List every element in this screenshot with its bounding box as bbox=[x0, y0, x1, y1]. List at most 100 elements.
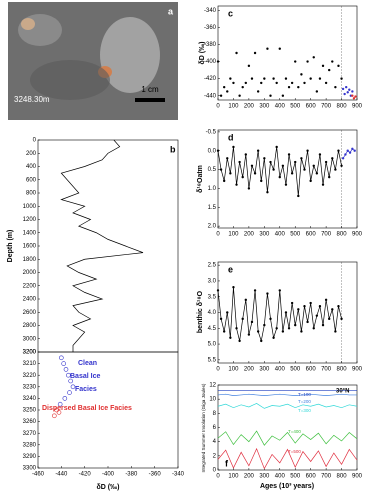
data-line bbox=[217, 447, 358, 470]
data-point bbox=[348, 88, 351, 91]
data-point bbox=[56, 410, 62, 415]
data-point bbox=[287, 153, 291, 156]
data-point bbox=[324, 298, 328, 302]
y-tick-label: 1800 bbox=[23, 257, 37, 263]
data-point bbox=[57, 401, 63, 407]
y-tick-label: 600 bbox=[26, 177, 37, 183]
data-point bbox=[306, 320, 309, 324]
data-point bbox=[340, 317, 343, 321]
annotation: Facies bbox=[75, 386, 97, 393]
data-point bbox=[68, 378, 73, 384]
data-point bbox=[315, 90, 319, 93]
x-tick-label: 900 bbox=[352, 367, 363, 373]
data-point bbox=[241, 85, 244, 89]
data-point bbox=[256, 90, 260, 93]
data-point bbox=[275, 145, 278, 149]
data-point bbox=[266, 190, 269, 194]
data-point bbox=[263, 323, 266, 327]
data-point bbox=[70, 384, 76, 390]
data-point bbox=[278, 175, 281, 179]
x-axis-label: Ages (10³ years) bbox=[260, 483, 314, 490]
y-tick-label: -440 bbox=[204, 93, 217, 99]
y-tick-label: 1200 bbox=[23, 217, 37, 223]
data-point bbox=[341, 157, 345, 160]
y-tick-label: 3.5 bbox=[208, 294, 217, 300]
data-point bbox=[256, 149, 260, 152]
y-tick-label: 0 bbox=[213, 468, 217, 474]
series-label: T=300 bbox=[298, 408, 311, 413]
y-tick-label: 5.0 bbox=[208, 342, 217, 348]
data-point bbox=[219, 168, 223, 171]
y-tick-label: 3220 bbox=[23, 373, 37, 379]
x-tick-label: 400 bbox=[275, 474, 286, 480]
data-point bbox=[294, 60, 297, 63]
y-tick-label: 2 bbox=[213, 453, 217, 459]
panel-label: f bbox=[225, 458, 229, 468]
data-point bbox=[278, 289, 281, 292]
data-point bbox=[337, 149, 340, 152]
x-tick-label: 0 bbox=[216, 367, 220, 373]
x-tick-label: 200 bbox=[244, 104, 255, 110]
x-tick-label: 900 bbox=[352, 104, 363, 110]
data-point bbox=[340, 77, 343, 80]
panel-label: e bbox=[228, 264, 233, 274]
x-tick-label: 700 bbox=[321, 367, 332, 373]
data-point bbox=[334, 330, 337, 333]
data-point bbox=[241, 175, 244, 179]
x-tick-label: 900 bbox=[352, 474, 363, 480]
x-tick-label: 400 bbox=[275, 104, 286, 110]
data-point bbox=[235, 327, 238, 330]
x-tick-label: 0 bbox=[216, 104, 220, 110]
data-point bbox=[328, 317, 331, 321]
data-point bbox=[244, 153, 248, 156]
x-tick-label: 600 bbox=[306, 474, 317, 480]
data-point bbox=[337, 304, 340, 308]
y-tick-label: 2.5 bbox=[208, 263, 217, 269]
y-axis-label: Depth (m) bbox=[7, 230, 14, 263]
data-point bbox=[284, 77, 288, 80]
y-tick-label: -360 bbox=[204, 25, 217, 31]
plot-frame bbox=[37, 139, 179, 353]
y-tick-label: 1.0 bbox=[208, 186, 217, 192]
data-point bbox=[222, 330, 226, 333]
x-tick-label: 600 bbox=[306, 367, 317, 373]
x-tick-label: 400 bbox=[275, 232, 286, 238]
y-tick-label: 1400 bbox=[23, 230, 37, 236]
x-tick-label: 600 bbox=[306, 104, 317, 110]
y-tick-label: 3280 bbox=[23, 442, 37, 448]
data-point bbox=[66, 372, 71, 378]
y-tick-label: -380 bbox=[204, 42, 217, 48]
x-tick-label: -440 bbox=[55, 472, 68, 478]
data-point bbox=[351, 94, 354, 97]
y-tick-label: 1600 bbox=[23, 244, 37, 250]
data-point bbox=[229, 172, 232, 175]
data-point bbox=[250, 164, 254, 168]
data-point bbox=[303, 168, 306, 171]
data-point bbox=[312, 164, 315, 168]
data-point bbox=[247, 187, 251, 190]
plot-frame bbox=[217, 261, 358, 364]
y-tick-label: 400 bbox=[26, 164, 37, 170]
data-point bbox=[309, 179, 312, 183]
x-tick-label: 800 bbox=[337, 474, 348, 480]
x-tick-label: 100 bbox=[228, 367, 239, 373]
x-tick-label: -420 bbox=[79, 472, 92, 478]
x-tick-label: 700 bbox=[321, 104, 332, 110]
y-tick-label: 6 bbox=[213, 425, 217, 431]
data-point bbox=[346, 91, 349, 94]
data-point bbox=[216, 289, 220, 292]
y-tick-label: 2400 bbox=[23, 297, 37, 303]
data-point bbox=[222, 179, 226, 183]
x-tick-label: 500 bbox=[290, 367, 301, 373]
series-label: T=500 bbox=[288, 449, 301, 454]
data-point bbox=[318, 77, 322, 80]
data-point bbox=[290, 301, 294, 305]
y-tick-label: 3230 bbox=[23, 384, 37, 390]
x-tick-label: 700 bbox=[321, 474, 332, 480]
data-point bbox=[226, 90, 229, 93]
data-line bbox=[217, 393, 357, 396]
data-point bbox=[284, 311, 288, 314]
data-point bbox=[337, 64, 340, 68]
data-point bbox=[226, 157, 229, 160]
data-point bbox=[348, 151, 352, 154]
